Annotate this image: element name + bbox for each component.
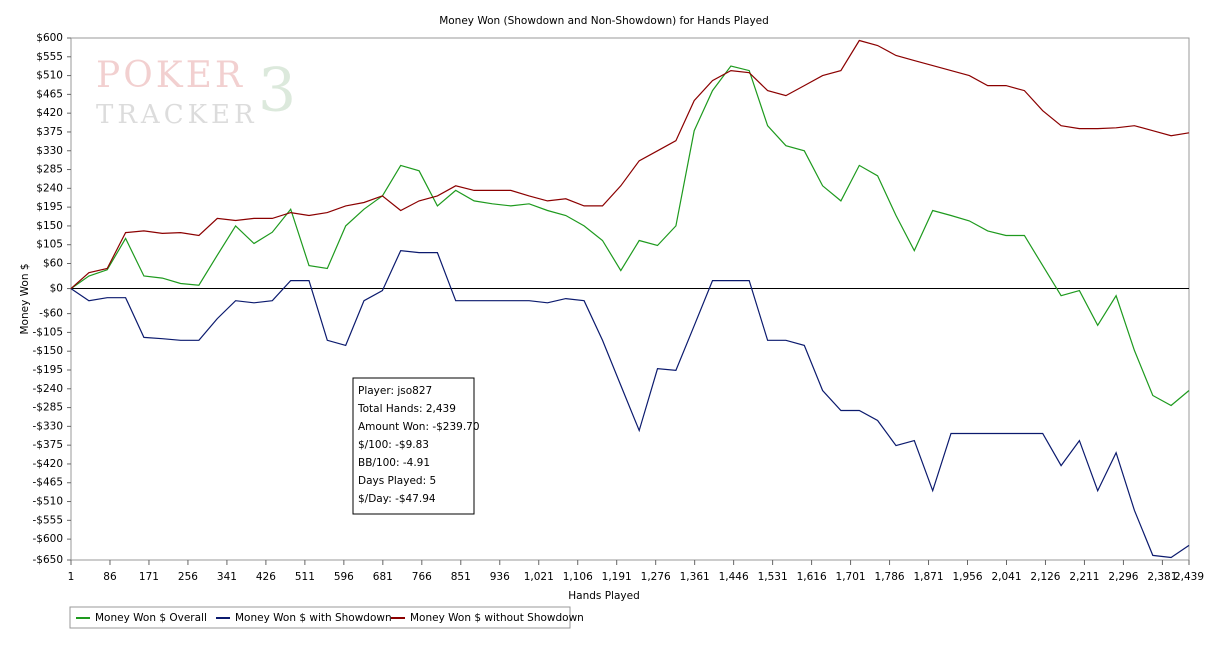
info-box: Player: jso827 Total Hands: 2,439 Amount W… — [352, 377, 480, 515]
info-line: Days Played: 5 — [358, 475, 436, 487]
logo-text: POKER — [96, 55, 245, 96]
y-tick-label: $555 — [36, 51, 63, 63]
logo: POKER TRACKER 3 — [96, 55, 296, 130]
x-tick-label: 681 — [373, 571, 393, 583]
x-tick-label: 1 — [68, 571, 75, 583]
x-tick-label: 2,211 — [1069, 571, 1099, 583]
y-tick-label: -$375 — [32, 439, 63, 451]
y-tick-label: -$600 — [32, 533, 63, 545]
x-tick-label: 936 — [490, 571, 510, 583]
y-tick-label: $285 — [36, 164, 63, 176]
info-line: Amount Won: -$239.70 — [358, 421, 480, 433]
x-tick-label: 766 — [412, 571, 432, 583]
series-line — [70, 65, 1190, 407]
series-line — [70, 249, 1190, 559]
x-tick-label: 1,191 — [602, 571, 632, 583]
y-tick-label: -$510 — [32, 496, 63, 508]
x-tick-label: 1,531 — [758, 571, 788, 583]
y-tick-label: -$465 — [32, 477, 63, 489]
x-tick-label: 511 — [295, 571, 315, 583]
y-tick-label: $600 — [36, 32, 63, 44]
y-axis-label: Money Won $ — [19, 263, 31, 334]
x-tick-label: 1,276 — [641, 571, 671, 583]
legend-label: Money Won $ with Showdown — [235, 612, 392, 624]
x-tick-label: 1,616 — [797, 571, 827, 583]
x-tick-label: 426 — [256, 571, 276, 583]
y-tick-label: -$420 — [32, 458, 63, 470]
y-tick-label: $510 — [36, 70, 63, 82]
x-tick-label: 1,871 — [913, 571, 943, 583]
info-line: BB/100: -4.91 — [358, 457, 430, 469]
x-tick-label: 851 — [451, 571, 471, 583]
legend: Money Won $ Overall Money Won $ with Show… — [69, 606, 584, 629]
series-line — [70, 39, 1190, 290]
chart-title: Money Won (Showdown and Non-Showdown) fo… — [439, 15, 769, 27]
info-line: Total Hands: 2,439 — [357, 403, 456, 415]
y-tick-label: -$285 — [32, 402, 63, 414]
x-tick-label: 86 — [103, 571, 117, 583]
y-tick-label: -$650 — [32, 554, 63, 566]
y-tick-label: $150 — [36, 220, 63, 232]
info-line: $/Day: -$47.94 — [358, 493, 436, 505]
x-axis-label: Hands Played — [568, 590, 639, 602]
x-tick-label: 2,439 — [1174, 571, 1204, 583]
legend-frame — [69, 606, 571, 629]
x-tick-label: 1,361 — [680, 571, 710, 583]
logo-mark: 3 — [258, 56, 296, 126]
x-tick-label: 2,381 — [1147, 571, 1177, 583]
y-tick-label: $465 — [36, 88, 63, 100]
x-tick-label: 1,106 — [563, 571, 593, 583]
x-tick-label: 1,786 — [875, 571, 905, 583]
logo-text: TRACKER — [96, 100, 258, 130]
y-tick-label: -$150 — [32, 345, 63, 357]
x-tick-label: 2,296 — [1108, 571, 1138, 583]
y-tick-label: $420 — [36, 107, 63, 119]
info-line: Player: jso827 — [358, 385, 432, 397]
y-tick-label: $60 — [43, 258, 63, 270]
x-tick-label: 1,446 — [719, 571, 749, 583]
x-tick-label: 1,021 — [524, 571, 554, 583]
y-tick-label: $240 — [36, 182, 63, 194]
y-tick-label: -$240 — [32, 383, 63, 395]
y-tick-label: -$195 — [32, 364, 63, 376]
y-tick-label: -$60 — [39, 308, 63, 320]
y-tick-label: $0 — [50, 283, 63, 295]
x-tick-label: 1,701 — [836, 571, 866, 583]
x-tick-label: 171 — [139, 571, 159, 583]
legend-label: Money Won $ Overall — [95, 612, 207, 624]
y-tick-label: -$105 — [32, 326, 63, 338]
x-tick-label: 256 — [178, 571, 198, 583]
x-tick-label: 2,126 — [1030, 571, 1060, 583]
x-tick-label: 1,956 — [952, 571, 982, 583]
y-tick-label: $330 — [36, 145, 63, 157]
legend-label: Money Won $ without Showdown — [410, 612, 584, 624]
y-tick-label: $375 — [36, 126, 63, 138]
y-tick-label: $105 — [36, 239, 63, 251]
x-tick-label: 2,041 — [991, 571, 1021, 583]
info-line: $/100: -$9.83 — [358, 439, 429, 451]
y-tick-label: -$555 — [32, 514, 63, 526]
plot-frame — [70, 37, 1190, 561]
x-tick-label: 341 — [217, 571, 237, 583]
y-tick-label: -$330 — [32, 420, 63, 432]
y-tick-label: $195 — [36, 201, 63, 213]
info-box-frame — [352, 377, 475, 515]
x-tick-label: 596 — [334, 571, 354, 583]
